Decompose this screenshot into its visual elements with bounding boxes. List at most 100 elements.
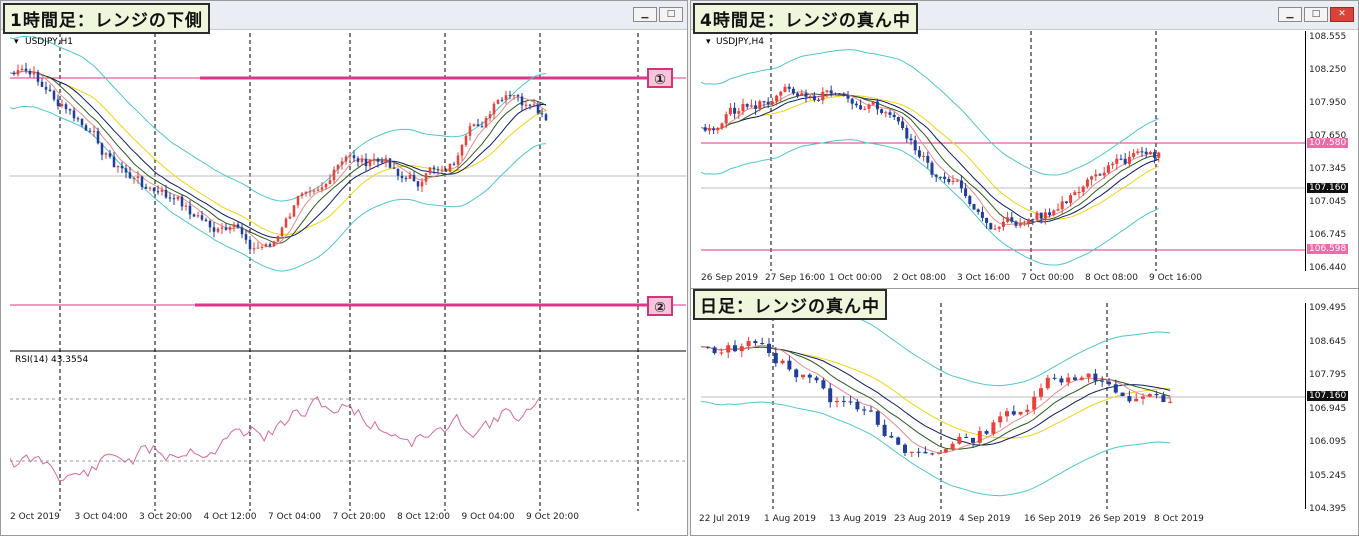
candle-body (192, 214, 196, 217)
candle-body (896, 437, 901, 445)
candle-body (913, 140, 917, 151)
candle-body (500, 99, 504, 101)
candle-body (60, 104, 64, 106)
candle-body (1010, 217, 1014, 222)
h1-chart-window[interactable]: ▁ □ 1時間足：レンジの下側 USDJPY,H1 ▾ RSI(14) 43.3… (0, 0, 688, 536)
candle-body (1060, 201, 1064, 210)
candle-body (100, 143, 104, 155)
candle-body (835, 400, 839, 403)
candle-body (120, 165, 124, 169)
time-tick-label: 1 Aug 2019 (764, 514, 816, 524)
h4-chart-window[interactable]: ▁ □ ✕ 4時間足：レンジの真ん中 USDJPY,H4 ▾ 108.555 10… (690, 0, 1359, 289)
candle-body (1032, 396, 1037, 410)
candle-body (168, 197, 172, 199)
h1-plot-area[interactable] (9, 33, 686, 511)
time-tick-label: 4 Sep 2019 (959, 514, 1011, 524)
candle-body (787, 360, 792, 370)
time-tick-label: 9 Oct 04:00 (461, 512, 515, 522)
candle-body (1119, 158, 1123, 160)
candle-body (84, 125, 88, 131)
candle-body (733, 107, 737, 114)
minimize-button[interactable]: ▁ (633, 7, 657, 22)
candle-body (316, 189, 320, 191)
candle-body (800, 93, 804, 96)
d1-plot-area[interactable] (700, 291, 1306, 509)
candle-body (905, 128, 909, 139)
candle-body (812, 96, 816, 100)
candle-body (875, 101, 879, 110)
candle-body (324, 184, 328, 188)
candle-body (955, 180, 959, 182)
candle-body (1079, 377, 1084, 380)
candle-body (1098, 174, 1102, 176)
candle-body (436, 169, 440, 171)
candle-body (766, 101, 770, 105)
price-tag-current: 107.160 (1307, 391, 1349, 401)
candle-body (707, 128, 711, 131)
maximize-button[interactable]: □ (659, 7, 683, 22)
candle-body (388, 158, 392, 168)
time-tick-label: 2 Oct 08:00 (893, 273, 946, 283)
axis-border (1305, 31, 1306, 271)
candle-body (344, 156, 348, 162)
candle-body (280, 227, 284, 237)
candle-body (989, 223, 993, 230)
candle-body (508, 95, 512, 97)
candle-body (841, 400, 846, 402)
candle-body (930, 453, 935, 455)
candle-body (821, 91, 825, 101)
candle-body (916, 451, 921, 453)
candle-body (1107, 381, 1111, 385)
minimize-button[interactable]: ▁ (1278, 7, 1302, 22)
candle-body (964, 188, 968, 197)
candle-body (328, 180, 332, 185)
candle-body (488, 114, 492, 119)
h4-price-chart[interactable] (700, 31, 1306, 271)
h1-price-chart[interactable] (9, 33, 686, 511)
candle-body (532, 104, 536, 106)
bollinger-lower (700, 401, 1171, 497)
symbol-dropdown-icon[interactable]: ▾ (14, 37, 19, 47)
candle-body (1106, 165, 1110, 173)
time-tick-label: 9 Oct 16:00 (1149, 273, 1202, 283)
candle-body (720, 123, 724, 128)
d1-price-chart[interactable] (700, 291, 1306, 509)
candle-body (984, 431, 989, 434)
candle-body (200, 215, 204, 220)
maximize-button[interactable]: □ (1304, 7, 1328, 22)
h4-plot-area[interactable] (700, 31, 1306, 271)
candle-body (384, 158, 388, 163)
candle-body (724, 114, 728, 124)
candle-body (951, 180, 955, 183)
candle-body (821, 380, 826, 389)
candle-body (244, 234, 248, 240)
candle-body (1127, 156, 1131, 164)
candle-body (1094, 174, 1098, 177)
candle-body (208, 220, 212, 228)
candle-body (492, 103, 496, 115)
candle-body (880, 109, 884, 114)
candle-body (20, 68, 24, 71)
candle-body (804, 93, 808, 97)
candle-body (1064, 201, 1068, 204)
candle-body (372, 158, 376, 160)
candle-body (464, 135, 468, 146)
candle-body (1073, 377, 1077, 380)
candle-body (432, 167, 436, 170)
time-tick-label: 16 Sep 2019 (1024, 514, 1082, 524)
close-button[interactable]: ✕ (1330, 7, 1354, 22)
ma-green (700, 93, 1159, 225)
marker-2: ② (647, 296, 673, 316)
symbol-dropdown-icon[interactable]: ▾ (706, 37, 711, 47)
candle-body (863, 108, 867, 110)
candle-body (440, 169, 444, 171)
candle-body (400, 175, 404, 179)
time-tick-label: 27 Sep 16:00 (765, 273, 826, 283)
candle-body (144, 186, 148, 189)
candle-body (977, 431, 982, 443)
candle-body (1102, 172, 1106, 176)
candle-body (930, 162, 934, 175)
candle-body (1022, 223, 1026, 225)
candle-body (96, 131, 100, 144)
d1-chart-window[interactable]: 日足：レンジの真ん中 109.495 108.645 107.795 106.945 1… (690, 288, 1359, 536)
